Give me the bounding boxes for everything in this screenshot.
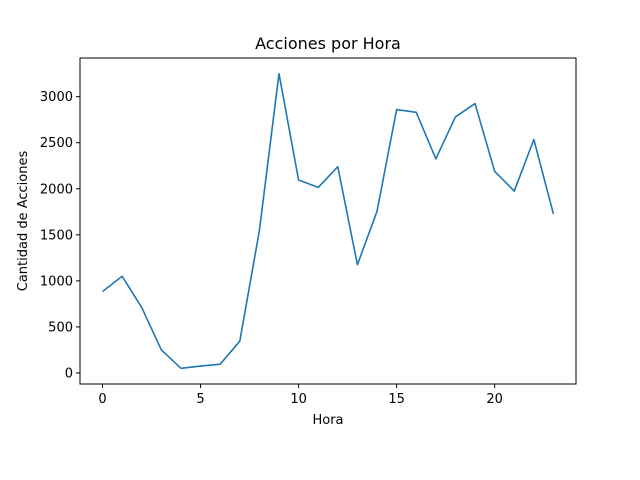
series-layer <box>102 72 555 370</box>
y-axis: 0 500 1000 1500 2000 2500 3000 <box>40 90 80 381</box>
y-tick-label: 1500 <box>40 228 73 243</box>
y-tick-label: 2000 <box>40 182 73 197</box>
y-tick-label: 3000 <box>40 90 73 105</box>
x-tick-label: 0 <box>98 392 106 407</box>
series-line <box>102 72 555 370</box>
y-tick-label: 0 <box>65 366 73 381</box>
x-axis-label: Hora <box>312 413 343 428</box>
y-tick-label: 1000 <box>40 274 73 289</box>
y-axis-label: Cantidad de Acciones <box>16 151 31 292</box>
chart-title: Acciones por Hora <box>255 34 401 53</box>
y-tick-label: 2500 <box>40 136 73 151</box>
x-tick-label: 5 <box>196 392 204 407</box>
x-tick-label: 10 <box>290 392 307 407</box>
x-tick-label: 15 <box>388 392 405 407</box>
y-tick-label: 500 <box>48 320 73 335</box>
x-tick-label: 20 <box>486 392 503 407</box>
plot-frame <box>79 57 577 385</box>
x-axis: 0 5 10 15 20 <box>98 384 503 407</box>
